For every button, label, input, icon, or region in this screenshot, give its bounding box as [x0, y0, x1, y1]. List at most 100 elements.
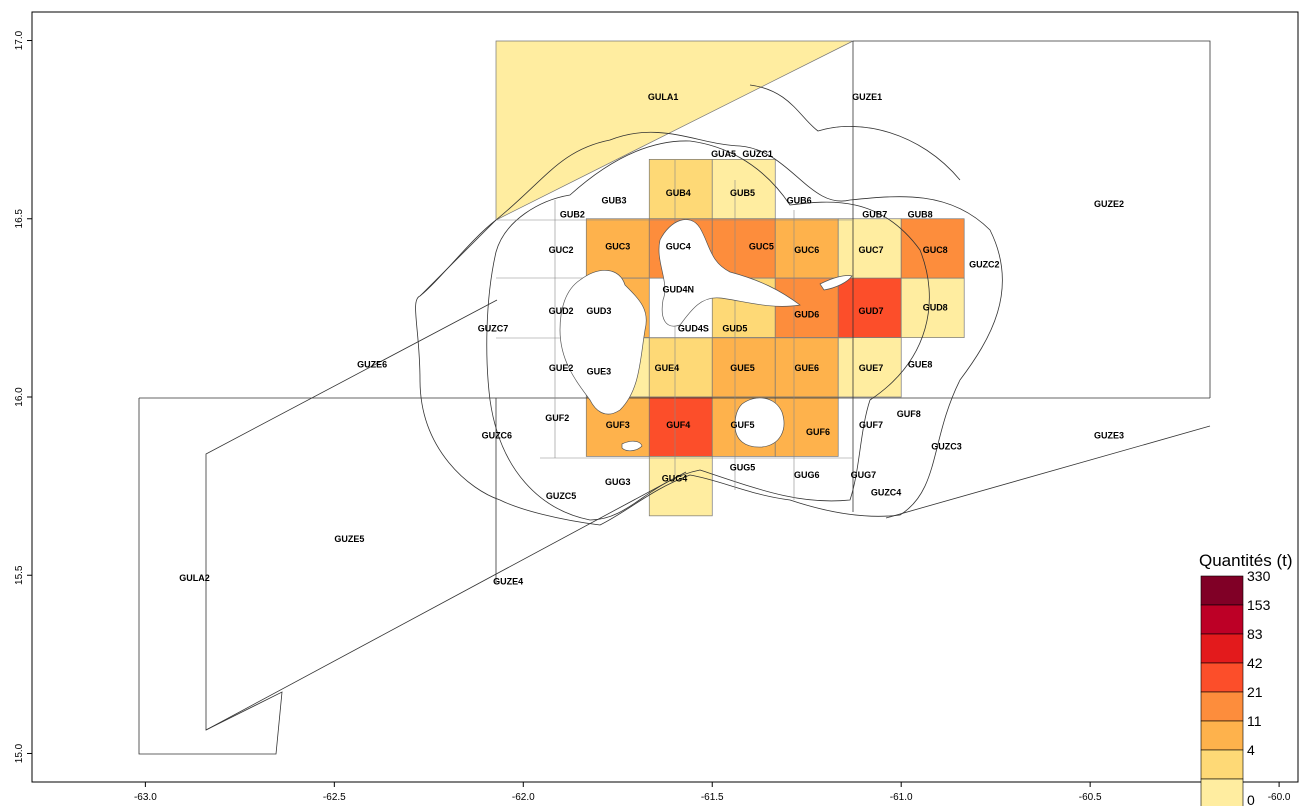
zone-label-gub5: GUB5 [730, 188, 755, 198]
legend-swatch [1200, 633, 1244, 664]
zone-label-gue8: GUE8 [908, 359, 933, 369]
zone-guze1-curve [749, 84, 961, 181]
zone-label-gue7: GUE7 [859, 363, 884, 373]
legend-break-label: 4 [1247, 742, 1255, 758]
island-guadeloupe [559, 270, 647, 415]
legend-labels: 330 153 83 42 21 11 4 0 [1247, 568, 1271, 806]
legend: Quantités (t) 330 153 83 42 21 11 4 0 [1199, 551, 1293, 806]
zone-label-guze3: GUZE3 [1094, 431, 1124, 441]
zone-label-gula2: GULA2 [179, 573, 210, 583]
zone-label-gud8: GUD8 [923, 302, 948, 312]
zone-cell-guf4 [648, 396, 713, 457]
legend-swatch [1200, 575, 1244, 606]
zone-cell-gue6 [774, 337, 839, 398]
legend-title: Quantités (t) [1199, 551, 1293, 570]
legend-break-label: 42 [1247, 655, 1263, 671]
y-tick-label: 15.5 [14, 565, 25, 585]
zone-cell-gug4 [648, 456, 713, 517]
zone-guzc-ring [415, 131, 1003, 526]
zone-label-gug6: GUG6 [794, 470, 820, 480]
zone-label-guf6: GUF6 [806, 427, 830, 437]
legend-break-label: 153 [1247, 597, 1271, 613]
zone-label-guc8: GUC8 [923, 245, 948, 255]
zone-label-gud4s: GUD4S [678, 324, 709, 334]
x-tick-label: -60.5 [1079, 792, 1102, 803]
legend-swatch [1200, 691, 1244, 722]
legend-break-label: 83 [1247, 626, 1263, 642]
zone-label-guc3: GUC3 [605, 242, 630, 252]
zone-label-guc5: GUC5 [749, 242, 774, 252]
zone-label-guze1: GUZE1 [852, 92, 882, 102]
zone-label-guf4: GUF4 [666, 420, 690, 430]
x-tick-label: -60.0 [1268, 792, 1291, 803]
zone-label-guf7: GUF7 [859, 420, 883, 430]
zone-label-gug4: GUG4 [662, 473, 688, 483]
zone-guzc7-line [419, 219, 497, 297]
zone-label-guze4: GUZE4 [493, 577, 523, 587]
zone-label-gud4n: GUD4N [662, 284, 694, 294]
y-tick-label: 16.0 [14, 387, 25, 407]
zone-label-gub7: GUB7 [862, 210, 887, 220]
zone-label-guf3: GUF3 [606, 420, 630, 430]
zone-cell-gud8 [900, 277, 965, 338]
x-tick-label: -62.5 [323, 792, 346, 803]
zone-label-gub8: GUB8 [908, 210, 933, 220]
zone-cell-guc6 [774, 218, 839, 279]
zone-label-guc6: GUC6 [794, 245, 819, 255]
zone-label-gue6: GUE6 [794, 363, 819, 373]
islands [559, 219, 853, 452]
zone-label-gud3: GUD3 [586, 306, 611, 316]
zone-label-gud6: GUD6 [794, 309, 819, 319]
zone-cell-gue7 [837, 337, 902, 398]
y-tick-label: 17.0 [14, 30, 25, 50]
zone-label-guf2: GUF2 [545, 413, 569, 423]
x-axis: -63.0 -62.5 -62.0 -61.5 -61.0 -60.5 -60.0 [134, 782, 1291, 803]
zone-label-gug7: GUG7 [851, 470, 877, 480]
zone-cell-gue4 [648, 337, 713, 398]
zone-gula1 [495, 40, 854, 221]
island-grande-terre [658, 219, 801, 327]
zone-label-gula1: GULA1 [648, 92, 679, 102]
zone-boundaries [138, 40, 1211, 755]
zone-label-guc2: GUC2 [549, 245, 574, 255]
zone-label-guzc4: GUZC4 [871, 488, 902, 498]
legend-break-label: 0 [1247, 792, 1255, 806]
legend-break-label: 330 [1247, 568, 1271, 584]
zone-label-guzc6: GUZC6 [482, 431, 513, 441]
zone-label-guc7: GUC7 [858, 245, 883, 255]
zone-label-gue5: GUE5 [730, 363, 755, 373]
island-marie-galante [734, 397, 785, 448]
zone-cell-gub5 [711, 158, 776, 220]
zone-label-guzc3: GUZC3 [931, 441, 962, 451]
legend-swatch [1200, 749, 1244, 780]
y-axis: 15.0 15.5 16.0 16.5 17.0 [14, 30, 32, 763]
legend-swatch [1200, 720, 1244, 751]
zone-labels: GULA1 GUZE1 GUZE2 GUA5 GUZC1 GUB2 GUB3 GUB4 GUB5… [179, 92, 1124, 587]
zone-label-gue3: GUE3 [587, 366, 612, 376]
zone-label-guf8: GUF8 [897, 409, 921, 419]
zone-label-gug3: GUG3 [605, 477, 631, 487]
zone-cell-guc8 [900, 218, 965, 279]
zone-label-gub2: GUB2 [560, 210, 585, 220]
legend-break-label: 21 [1247, 684, 1263, 700]
x-tick-label: -61.5 [701, 792, 724, 803]
x-tick-label: -63.0 [134, 792, 157, 803]
zone-label-guzc5: GUZC5 [546, 491, 577, 501]
zone-inner-ring [486, 140, 930, 521]
zone-label-guf5: GUF5 [730, 420, 754, 430]
zone-cell-gue5 [711, 337, 776, 398]
zone-label-guze2: GUZE2 [1094, 199, 1124, 209]
zone-label-gue4: GUE4 [655, 363, 680, 373]
zone-cell-guc7 [837, 218, 902, 279]
zone-guze4-line [205, 471, 687, 731]
zone-guze3-line [885, 425, 1211, 519]
zone-label-gud7: GUD7 [858, 306, 883, 316]
y-tick-label: 16.5 [14, 209, 25, 229]
island-desirade [819, 275, 853, 291]
legend-break-label: 11 [1247, 713, 1262, 729]
zone-label-guze5: GUZE5 [334, 534, 364, 544]
x-tick-label: -61.0 [890, 792, 913, 803]
zone-label-guze6: GUZE6 [357, 359, 387, 369]
zone-cell-gud7 [837, 277, 902, 338]
